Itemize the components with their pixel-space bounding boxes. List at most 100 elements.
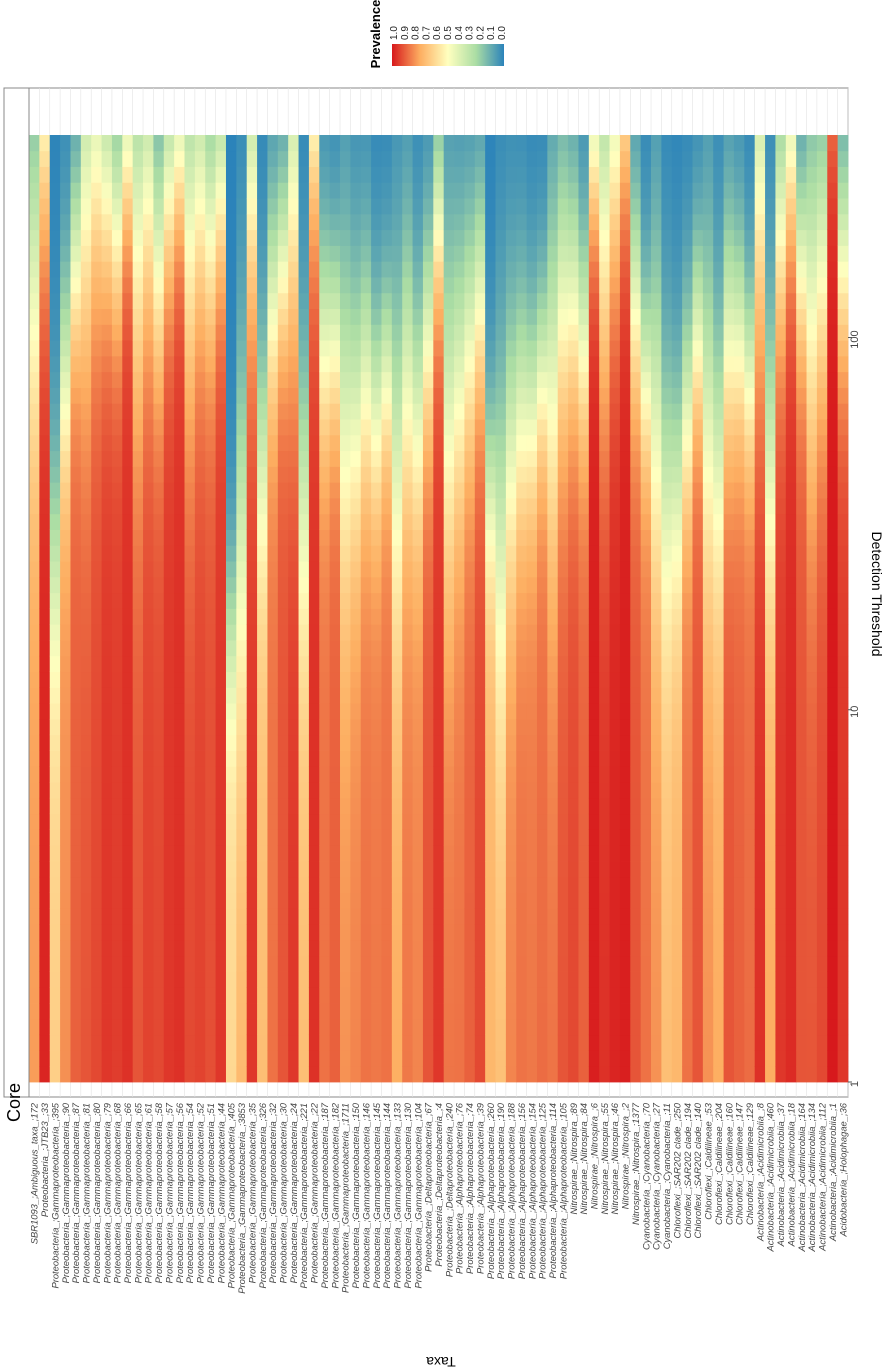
heatmap-tile [516,292,528,310]
heatmap-tile [505,466,517,483]
heatmap-tile [578,419,590,436]
heatmap-tile [205,198,217,215]
heatmap-tile [443,908,455,925]
heatmap-tile [111,876,123,893]
heatmap-tile [319,671,331,688]
heatmap-tile [588,466,600,483]
heatmap-tile [785,1034,797,1051]
heatmap-tile [754,135,766,152]
heatmap-tile [651,829,662,846]
heatmap-tile [661,213,673,231]
heatmap-tile [267,576,279,594]
heatmap-tile [381,229,393,246]
heatmap-tile [536,608,548,625]
heatmap-tile [163,419,175,436]
heatmap-tile [80,150,92,167]
heatmap-tile [671,671,683,688]
heatmap-tile [744,419,756,436]
heatmap-tile [70,387,82,404]
heatmap-tile [516,450,528,467]
heatmap-tile [391,813,403,830]
heatmap-tile [298,166,310,183]
heatmap-tile [609,434,621,452]
heatmap-tile [765,640,776,657]
heatmap-tile [412,355,424,373]
heatmap-tile [308,576,320,594]
heatmap-tile [599,640,610,657]
heatmap-tile [474,277,486,294]
heatmap-tile [153,718,165,736]
heatmap-tile [723,371,735,388]
heatmap-tile [153,592,165,609]
heatmap-tile [319,924,331,941]
heatmap-tile [101,529,113,546]
heatmap-tile [827,971,839,988]
heatmap-tile [505,482,517,499]
heatmap-tile [49,845,61,862]
heatmap-tile [806,718,818,736]
heatmap-tile [568,166,579,183]
heatmap-tile [257,797,268,815]
heatmap-tile [775,135,787,152]
heatmap-tile [557,829,569,846]
heatmap-tile [60,734,71,751]
heatmap-tile [371,1066,382,1083]
heatmap-tile [433,766,445,783]
heatmap-tile [246,750,258,767]
heatmap-tile [526,419,538,436]
heatmap-tile [132,687,144,704]
heatmap-tile [329,371,341,388]
heatmap-tile [319,750,331,767]
heatmap-tile [288,718,299,736]
heatmap-tile [516,797,528,815]
heatmap-tile [640,718,652,736]
heatmap-tile [433,861,445,878]
heatmap-tile [174,1034,185,1051]
heatmap-tile [288,987,299,1004]
heatmap-tile [526,340,538,357]
heatmap-tile [91,797,102,815]
heatmap-tile [661,198,673,215]
heatmap-tile [111,766,123,783]
heatmap-tile [454,1066,465,1083]
heatmap-tile [464,924,476,941]
heatmap-tile [661,955,673,972]
heatmap-tile [236,261,248,278]
heatmap-tile [671,403,683,420]
heatmap-tile [288,1018,299,1036]
heatmap-tile [578,434,590,452]
heatmap-tile [340,434,351,452]
heatmap-tile [765,419,776,436]
heatmap-tile [70,561,82,578]
heatmap-tile [733,245,745,262]
heatmap-tile [288,734,299,751]
heatmap-tile [184,466,196,483]
heatmap-tile [319,624,331,641]
heatmap-tile [640,371,652,388]
heatmap-tile [775,1066,787,1083]
heatmap-tile [443,845,455,862]
heatmap-tile [257,845,268,862]
heatmap-tile [568,655,579,673]
heatmap-tile [785,324,797,341]
heatmap-tile [671,561,683,578]
heatmap-tile [547,403,559,420]
heatmap-tile [319,545,331,562]
heatmap-tile [775,671,787,688]
heatmap-tile [163,450,175,467]
heatmap-tile [785,592,797,609]
heatmap-tile [402,671,413,688]
heatmap-tile [640,908,652,925]
heatmap-tile [682,987,693,1004]
heatmap-tile [391,355,403,373]
heatmap-tile [174,482,185,499]
heatmap-tile [340,229,351,246]
heatmap-tile [298,908,310,925]
heatmap-tile [723,340,735,357]
heatmap-tile [806,340,818,357]
heatmap-tile [49,987,61,1004]
heatmap-tile [723,545,735,562]
heatmap-tile [39,371,51,388]
heatmap-tile [464,450,476,467]
heatmap-tile [765,513,776,530]
